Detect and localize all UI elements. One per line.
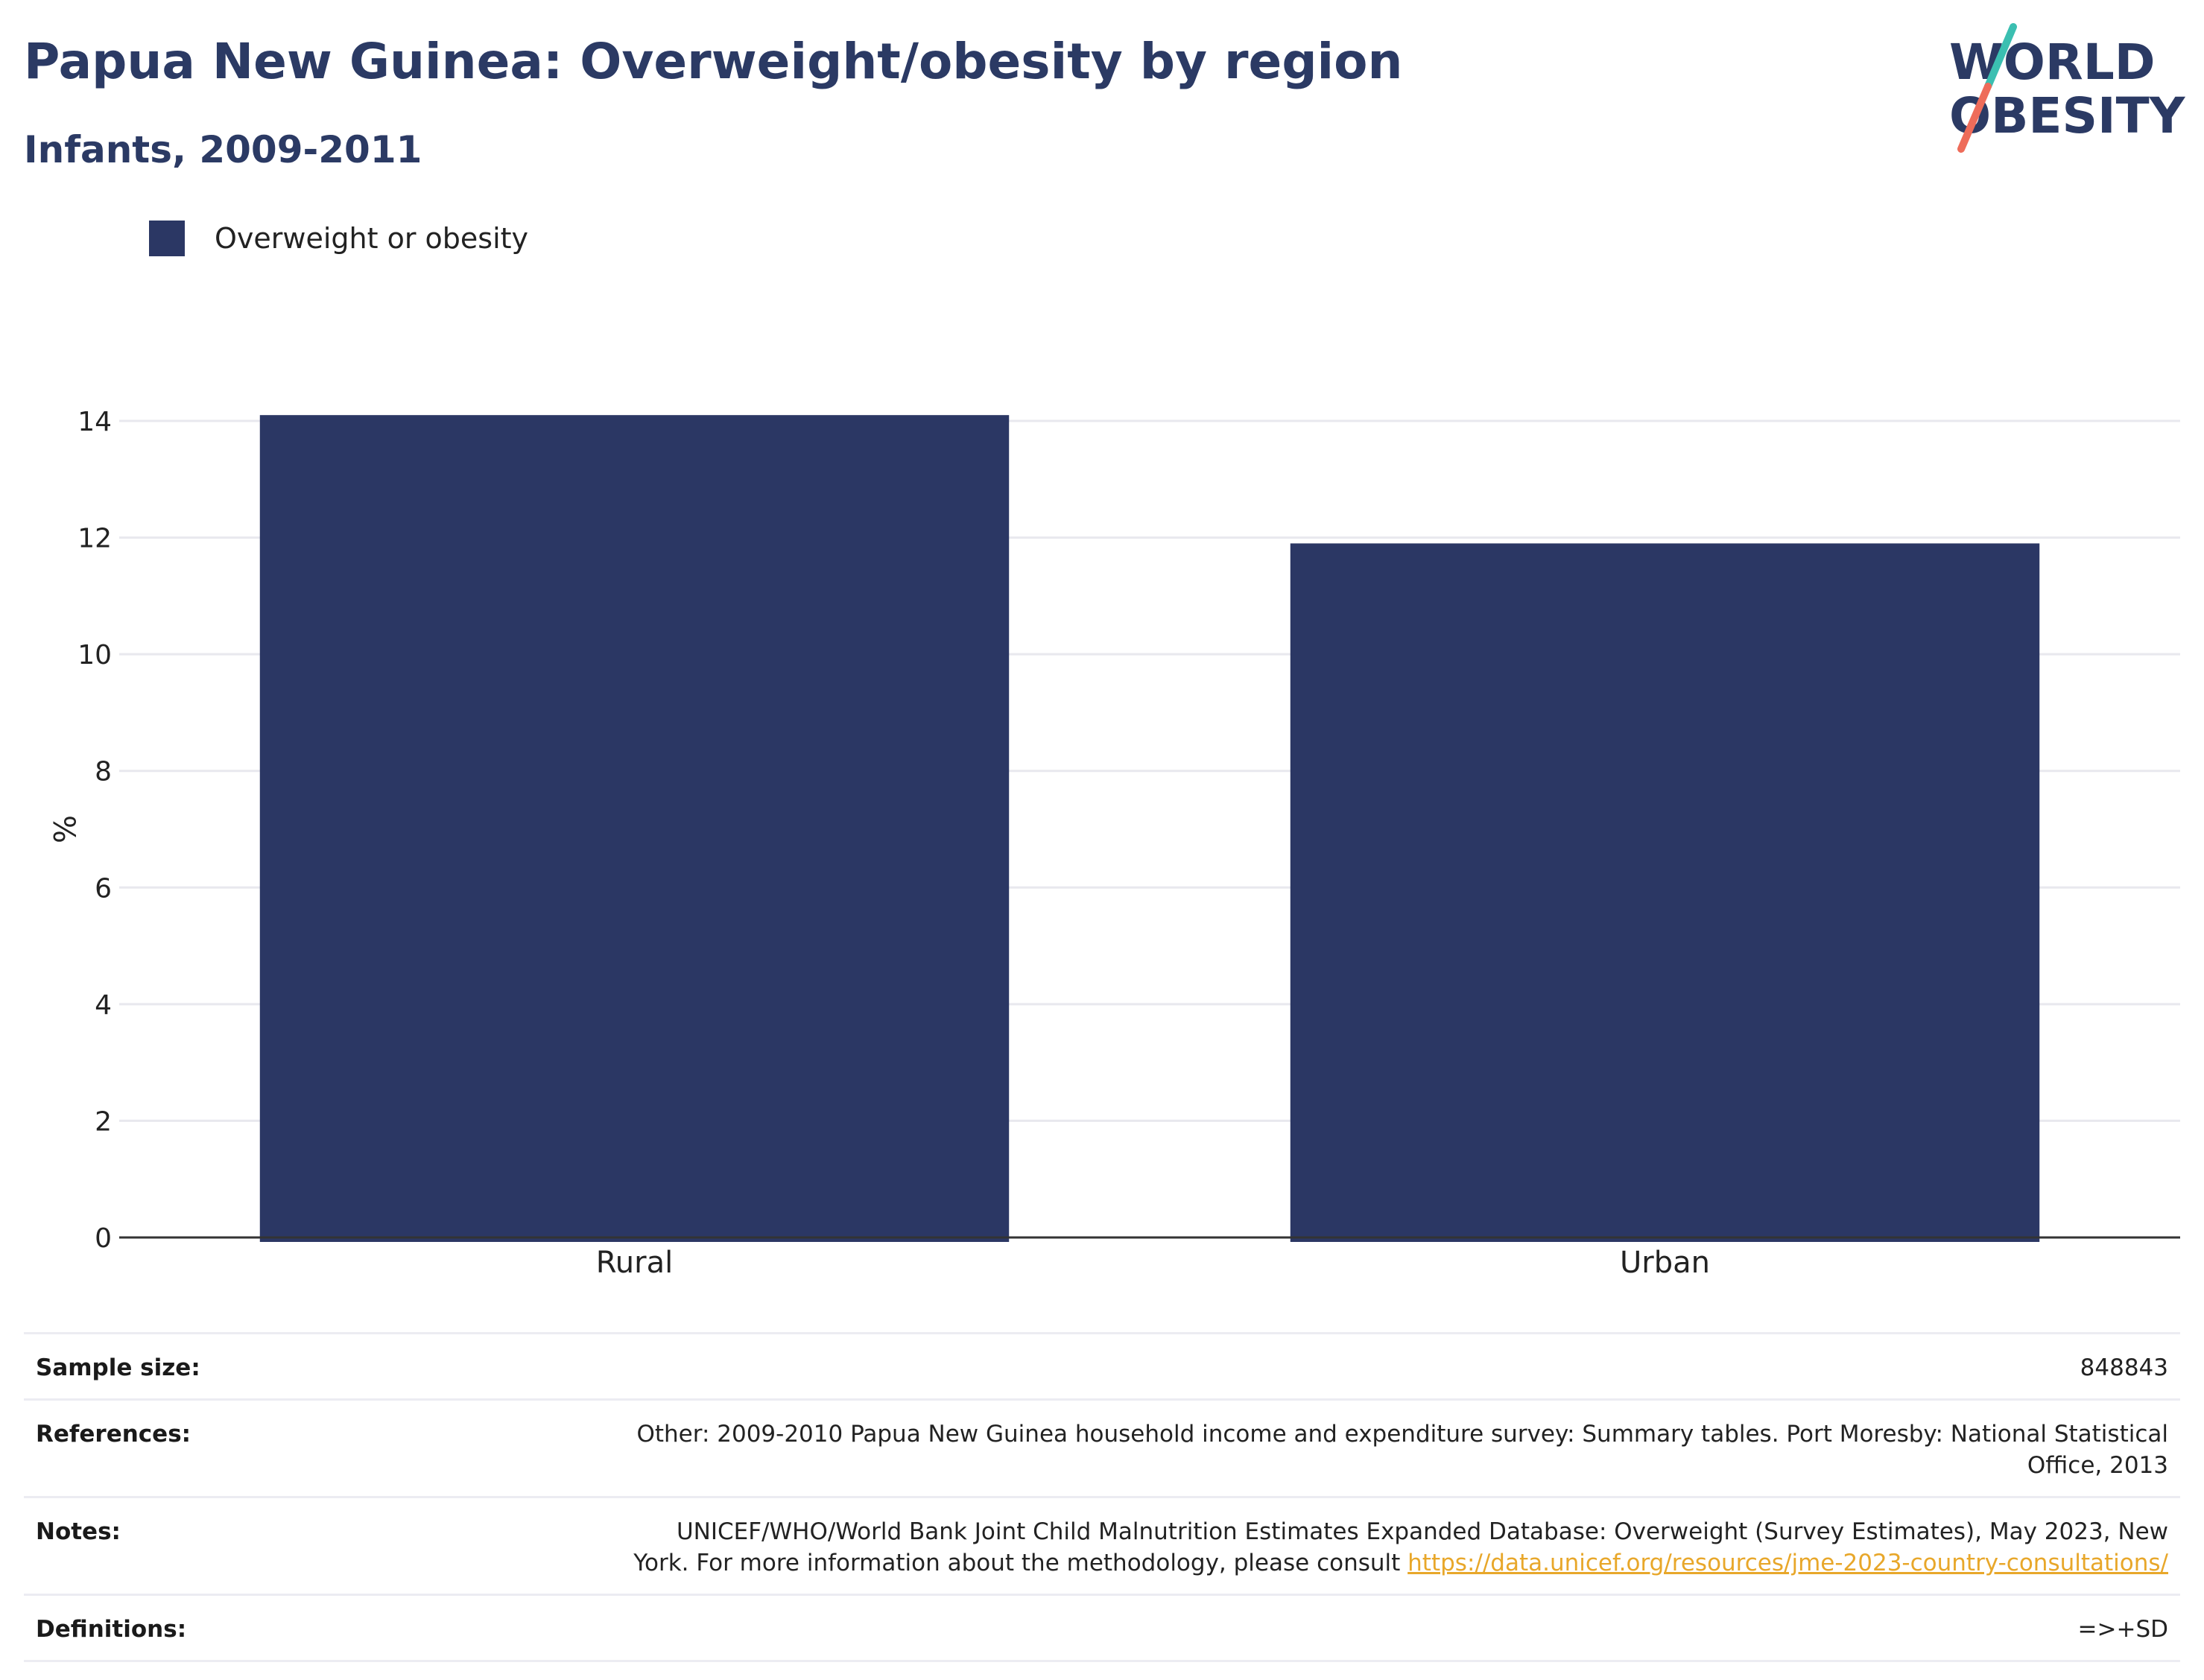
- legend-label: Overweight or obesity: [215, 222, 529, 255]
- references-label: References:: [36, 1421, 191, 1448]
- info-table: Sample size: 848843 References: Other: 2…: [24, 1332, 2180, 1662]
- world-obesity-logo: WORLD OBESITY: [1949, 23, 2186, 153]
- svg-text:OBESITY: OBESITY: [1949, 87, 2186, 145]
- y-tick-label: 10: [77, 640, 112, 671]
- notes-row: Notes: UNICEF/WHO/World Bank Joint Child…: [24, 1496, 2180, 1594]
- bar-urban: [1290, 543, 2040, 1242]
- notes-text: UNICEF/WHO/World Bank Joint Child Malnut…: [633, 1518, 2168, 1576]
- y-tick-label: 4: [95, 990, 112, 1021]
- notes-link[interactable]: https://data.unicef.org/resources/jme-20…: [1407, 1550, 2168, 1576]
- references-value: Other: 2009-2010 Papua New Guinea househ…: [636, 1421, 2168, 1479]
- sample-size-value: 848843: [2080, 1354, 2168, 1381]
- svg-text:WORLD: WORLD: [1949, 34, 2156, 91]
- y-tick-label: 0: [95, 1223, 112, 1254]
- y-tick-label: 8: [95, 757, 112, 787]
- sample-size-row: Sample size: 848843: [24, 1332, 2180, 1398]
- x-tick-label: Rural: [596, 1246, 673, 1280]
- references-row: References: Other: 2009-2010 Papua New G…: [24, 1398, 2180, 1496]
- sample-size-label: Sample size:: [36, 1354, 200, 1381]
- definitions-value: =>+SD: [2077, 1616, 2168, 1643]
- y-axis-label: %: [46, 815, 80, 843]
- chart-title: Papua New Guinea: Overweight/obesity by …: [24, 33, 1403, 90]
- y-tick-label: 12: [77, 524, 112, 554]
- x-tick-label: Urban: [1620, 1246, 1710, 1280]
- y-tick-label: 14: [77, 407, 112, 437]
- y-tick-label: 6: [95, 873, 112, 904]
- bar-rural: [259, 415, 1010, 1243]
- notes-label: Notes:: [36, 1518, 121, 1545]
- bar-chart: 0 2 4 6 8 10 12 14% Rural Urban: [46, 407, 2180, 1280]
- definitions-row: Definitions: =>+SD: [24, 1594, 2180, 1662]
- chart-subtitle: Infants, 2009-2011: [24, 128, 422, 171]
- chart-legend: Overweight or obesity: [149, 221, 528, 256]
- definitions-label: Definitions:: [36, 1616, 187, 1643]
- y-tick-label: 2: [95, 1106, 112, 1137]
- legend-swatch: [149, 221, 185, 256]
- notes-value: UNICEF/WHO/World Bank Joint Child Malnut…: [618, 1516, 2168, 1579]
